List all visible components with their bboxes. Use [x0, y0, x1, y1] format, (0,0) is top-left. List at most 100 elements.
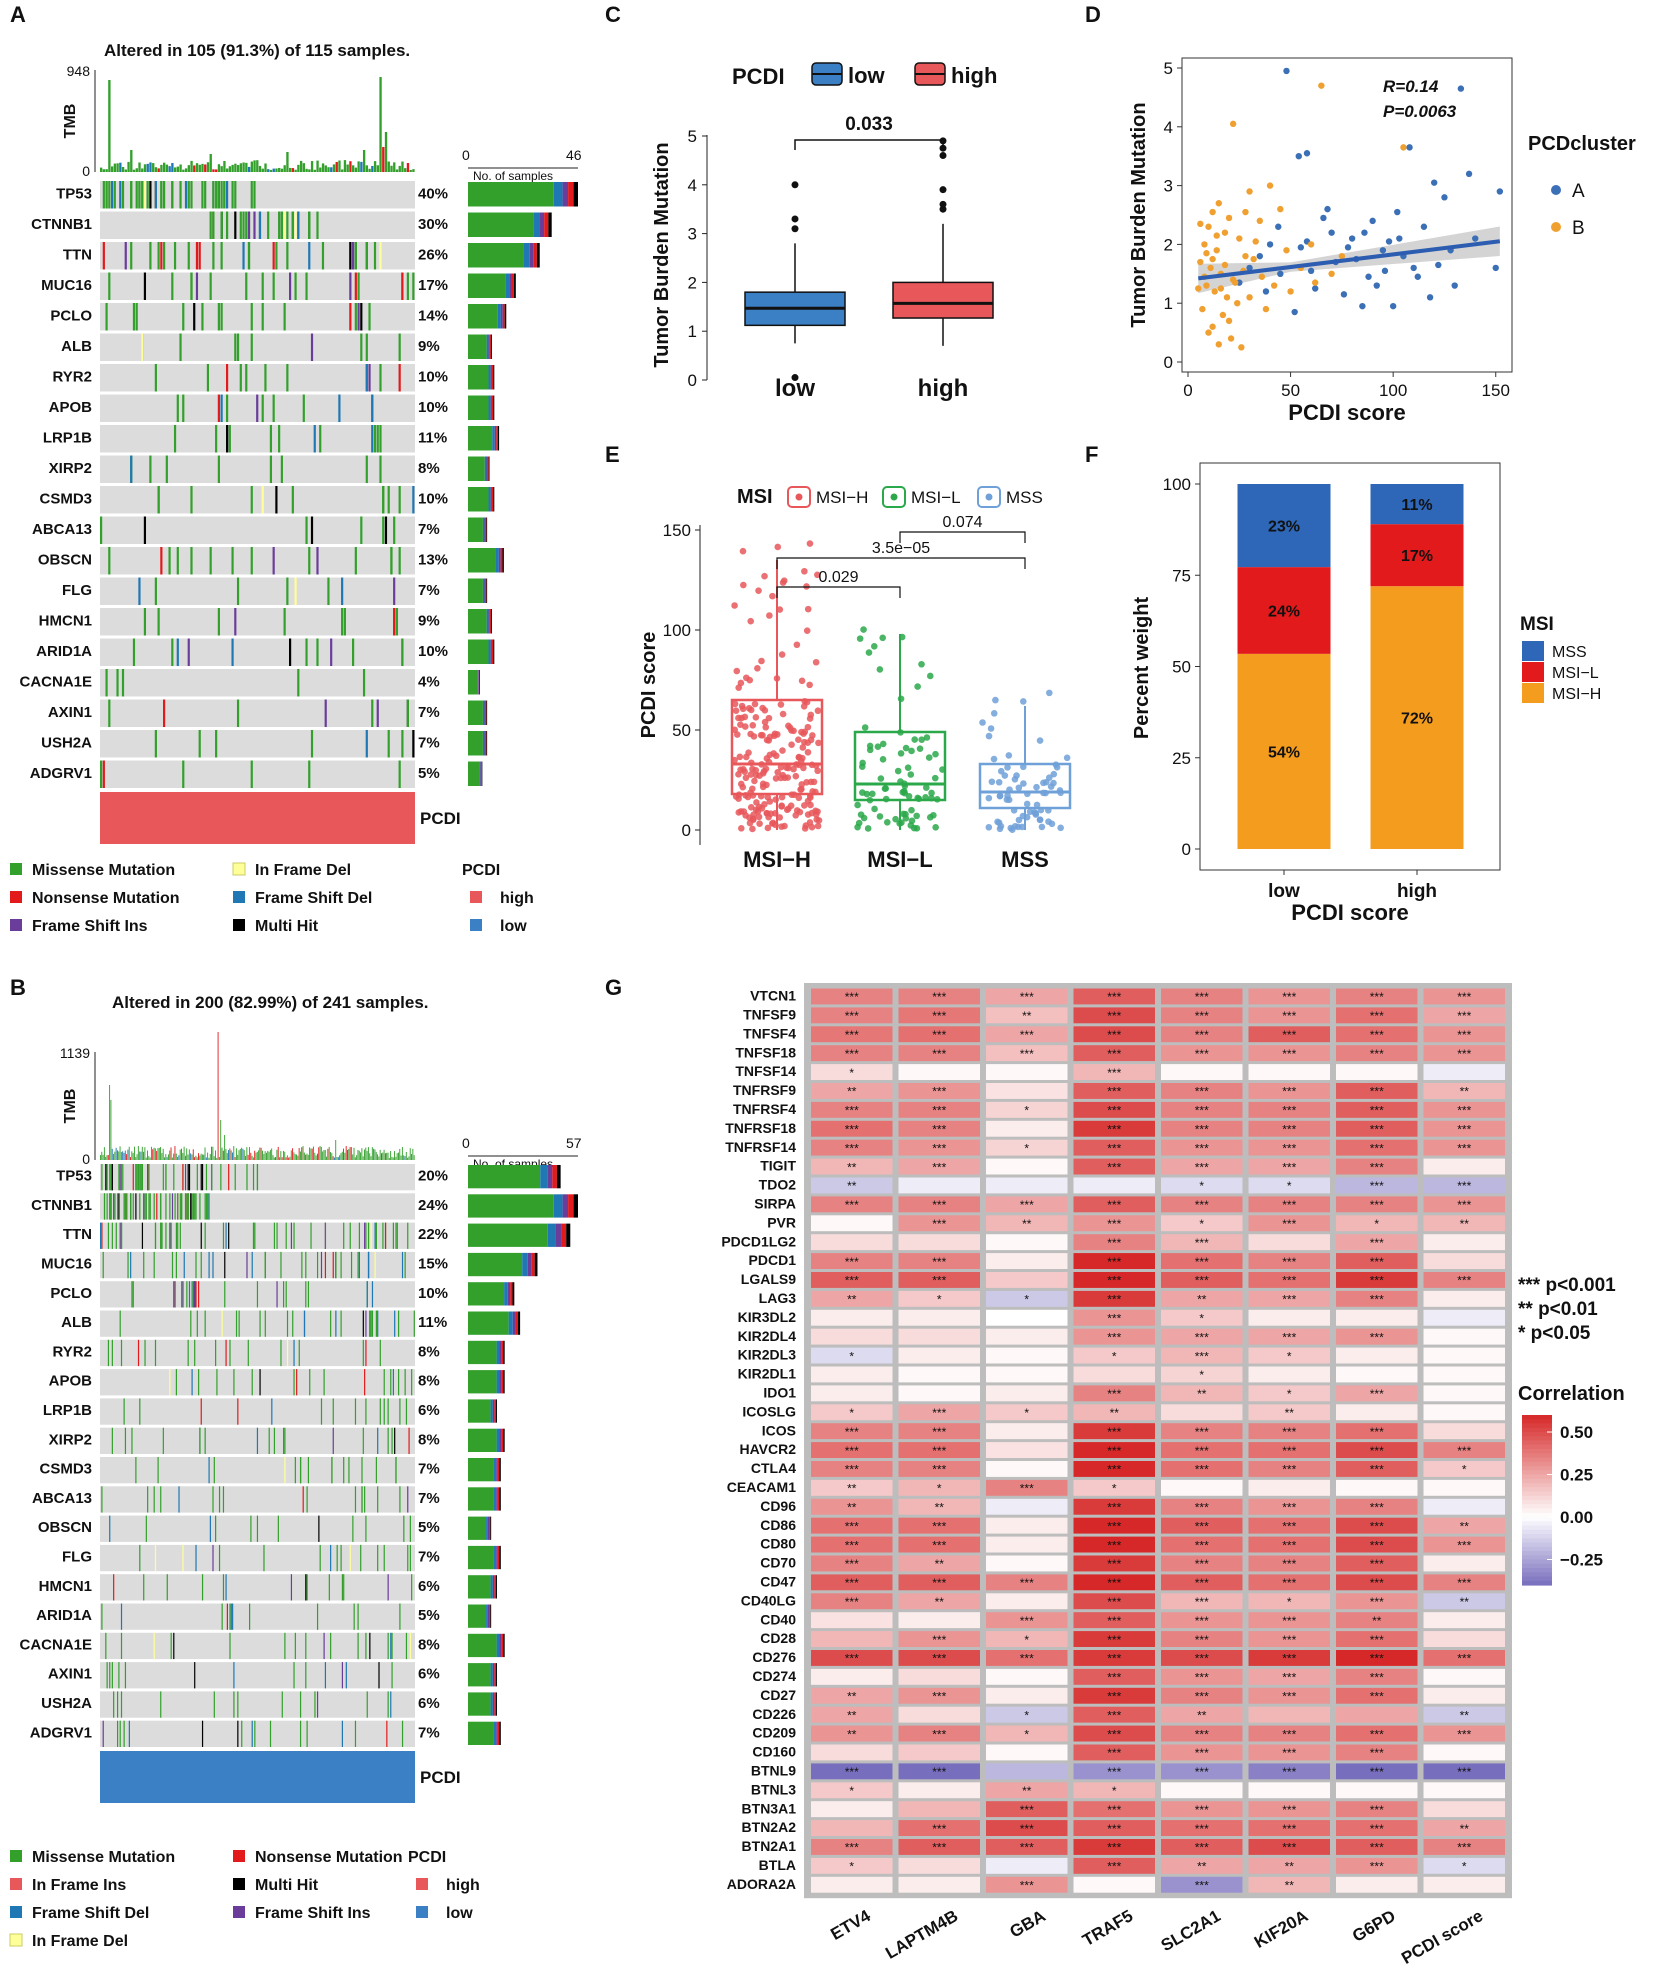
mutation-cell — [411, 1369, 413, 1396]
scatter-point-A — [1379, 247, 1387, 254]
mutation-cell — [406, 272, 409, 300]
mutation-cell — [204, 1310, 206, 1337]
tmb-bar — [392, 1157, 394, 1160]
heatmap-cell — [1248, 1461, 1330, 1477]
mutation-cell — [122, 1164, 124, 1191]
gene-label: AXIN1 — [48, 1666, 92, 1683]
legend-swatch — [1522, 662, 1544, 682]
mutation-cell — [349, 1222, 351, 1249]
mutation-cell — [383, 1398, 385, 1425]
jitter-point — [800, 764, 807, 772]
scatter-point-A — [1496, 188, 1504, 195]
mutation-cell — [283, 211, 286, 239]
mutation-cell — [160, 242, 163, 270]
tmb-bar — [269, 1149, 271, 1160]
heatmap-cell — [1073, 1820, 1155, 1836]
mutation-cell — [224, 1251, 226, 1279]
segment-label: 24% — [1268, 603, 1300, 620]
scatter-point-A — [1396, 235, 1403, 242]
mutation-cell — [188, 1281, 191, 1308]
mutation-cell — [106, 1662, 108, 1689]
significance-stars: *** — [1195, 1576, 1209, 1590]
sample-count-segment — [503, 1370, 505, 1394]
heatmap-cell — [986, 1404, 1068, 1421]
significance-stars: * — [1024, 1708, 1029, 1722]
heatmap-cell — [1073, 1593, 1155, 1610]
tmb-bar — [137, 1146, 139, 1160]
heatmap-cell — [1248, 1631, 1330, 1647]
mutation-cell — [209, 547, 212, 575]
significance-stars: *** — [1107, 1860, 1121, 1874]
mutation-cell — [194, 1339, 196, 1367]
significance-stars: *** — [1107, 1519, 1121, 1533]
colorbar-tick-label: 0.25 — [1560, 1466, 1593, 1485]
mutation-cell — [269, 425, 273, 453]
mutation-cell — [179, 1193, 181, 1220]
scatter-point-A — [1307, 267, 1315, 275]
significance-stars: *** — [1282, 1122, 1296, 1136]
jitter-point — [926, 672, 934, 680]
mutation-cell — [178, 1486, 180, 1513]
scatter-point-B — [1219, 311, 1227, 319]
significance-stars: *** — [1282, 1028, 1296, 1042]
jitter-point — [865, 649, 873, 656]
significance-stars: *** — [1457, 1009, 1471, 1023]
significance-stars: ** — [1372, 1614, 1382, 1628]
mutation-cell — [250, 303, 253, 331]
sample-count-segment — [468, 1282, 505, 1306]
gene-percent: 7% — [418, 1548, 440, 1565]
mutation-cell — [275, 242, 278, 270]
mutation-cell — [119, 1222, 121, 1249]
tmb-bar — [195, 1155, 197, 1160]
heatmap-cell — [1423, 1120, 1505, 1137]
mutation-cell — [194, 1662, 196, 1689]
jitter-point — [879, 634, 886, 642]
mutation-cell — [204, 181, 207, 209]
mutation-cell — [238, 1310, 240, 1337]
mutation-cell — [231, 181, 234, 209]
significance-stars: *** — [845, 1652, 859, 1666]
heatmap-cell — [898, 1064, 980, 1080]
tmb-bar — [128, 1146, 130, 1160]
mutation-cell — [147, 1164, 149, 1191]
mutation-cell — [341, 1574, 344, 1601]
mutation-cell — [367, 1222, 370, 1249]
sample-count-segment — [513, 273, 516, 298]
y-tick-label: 2 — [1164, 235, 1173, 254]
legend-swatch — [233, 919, 245, 931]
mutation-cell — [109, 1515, 111, 1542]
significance-stars: *** — [1457, 1538, 1471, 1552]
tmb-bar — [100, 167, 103, 172]
sample-count-segment — [488, 639, 491, 664]
scatter-point-B — [1197, 258, 1204, 266]
scatter-point-B — [1307, 241, 1315, 248]
jitter-point — [765, 813, 772, 821]
gene-percent: 6% — [418, 1578, 440, 1595]
gene-label: ADGRV1 — [30, 765, 92, 782]
significance-stars: *** — [1195, 1122, 1209, 1136]
heatmap-cell — [1161, 1083, 1243, 1099]
mutation-cell — [343, 1222, 345, 1249]
heatmap-cell — [898, 1801, 980, 1818]
sample-count-segment — [468, 1663, 491, 1687]
mutation-cell — [395, 1457, 397, 1484]
mutation-cell — [365, 333, 368, 361]
tmb-bar — [308, 169, 311, 172]
scatter-point-B — [1221, 261, 1229, 269]
heatmap-cell — [1161, 1631, 1243, 1647]
mutation-cell — [294, 577, 297, 605]
mutation-cell — [217, 181, 220, 209]
heatmap-cell — [1161, 1593, 1243, 1610]
mutation-cell — [182, 1544, 184, 1572]
heatmap-cell — [811, 1536, 893, 1553]
significance-stars: *** — [1282, 1841, 1296, 1855]
sample-count-segment — [486, 517, 488, 542]
mutation-cell — [137, 1339, 140, 1367]
heatmap-cell — [1423, 1593, 1505, 1610]
tmb-bar — [377, 1154, 379, 1160]
heatmap-cell — [986, 988, 1068, 1005]
heatmap-cell — [1248, 1574, 1330, 1591]
tmb-bar — [169, 1150, 171, 1160]
segment-label: 17% — [1401, 548, 1433, 565]
